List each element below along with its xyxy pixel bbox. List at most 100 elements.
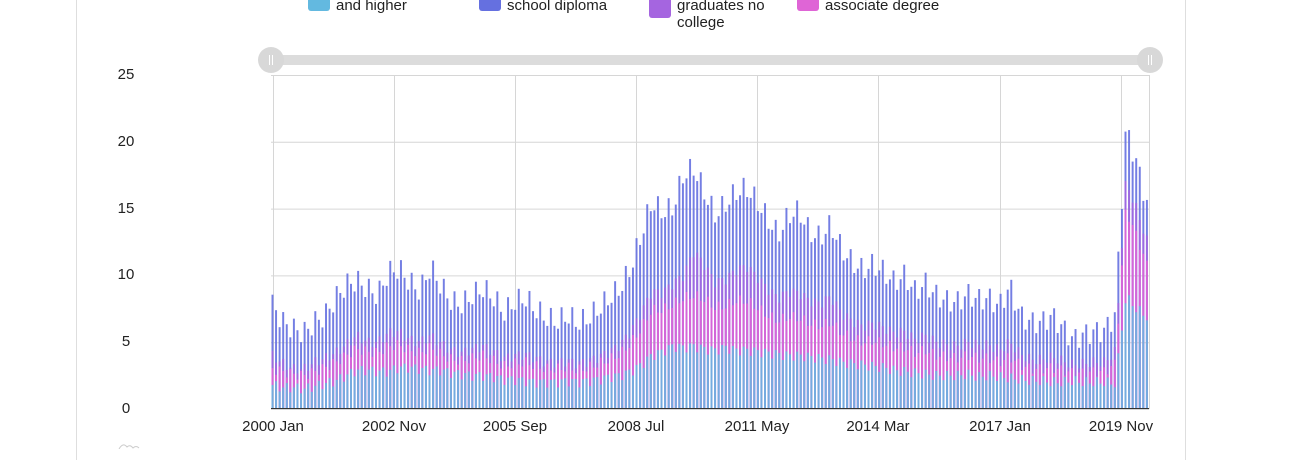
bar xyxy=(296,330,299,409)
bar xyxy=(842,361,845,409)
bar xyxy=(714,348,717,409)
bar xyxy=(392,365,395,409)
bar xyxy=(592,377,595,409)
range-start-handle-icon[interactable] xyxy=(258,47,284,73)
bar xyxy=(1045,382,1048,409)
bar xyxy=(938,375,941,409)
bar xyxy=(824,363,827,409)
bar xyxy=(610,382,613,409)
bar xyxy=(1099,383,1102,409)
bar xyxy=(642,368,645,409)
bar xyxy=(603,375,606,409)
bar xyxy=(524,357,527,409)
bar xyxy=(407,372,410,409)
legend-item[interactable]: and higher xyxy=(308,0,407,14)
bar xyxy=(838,357,841,409)
bar xyxy=(931,379,934,409)
bar xyxy=(528,379,531,409)
range-slider[interactable] xyxy=(258,47,1163,73)
bar xyxy=(339,374,342,409)
bar xyxy=(903,367,906,409)
bar xyxy=(492,382,495,409)
bar xyxy=(310,368,313,409)
bar xyxy=(335,379,338,409)
bar xyxy=(863,364,866,409)
bar xyxy=(1060,386,1063,409)
bar xyxy=(553,325,556,409)
bar xyxy=(888,374,891,409)
bar xyxy=(1024,380,1027,409)
bar xyxy=(796,351,799,409)
bar xyxy=(592,301,595,409)
bar xyxy=(703,346,706,409)
bar xyxy=(906,371,909,409)
bar xyxy=(1103,386,1106,409)
bar xyxy=(724,345,727,409)
legend-swatch-icon xyxy=(308,0,330,11)
bar xyxy=(721,344,724,409)
bar xyxy=(988,370,991,409)
bar xyxy=(717,354,720,409)
bar xyxy=(428,375,431,409)
bar xyxy=(399,366,402,409)
legend-item[interactable]: associate degree xyxy=(797,0,939,14)
bar xyxy=(1053,377,1056,409)
bar xyxy=(849,359,852,409)
bar xyxy=(667,345,670,409)
bar xyxy=(913,368,916,409)
bar xyxy=(589,361,592,409)
bar xyxy=(739,355,742,409)
x-tick-label: 2000 Jan xyxy=(242,418,304,435)
bar xyxy=(881,363,884,409)
bar xyxy=(539,301,542,409)
bar xyxy=(728,353,731,409)
bar xyxy=(1056,383,1059,409)
bar xyxy=(471,380,474,409)
bar xyxy=(414,364,417,409)
bar xyxy=(603,291,606,409)
bar xyxy=(1017,383,1020,409)
range-slider-track[interactable] xyxy=(272,55,1149,65)
range-end-handle-icon[interactable] xyxy=(1137,47,1163,73)
bar xyxy=(635,364,638,409)
bar xyxy=(457,370,460,409)
bar xyxy=(749,355,752,409)
bar xyxy=(1013,379,1016,409)
y-tick-label: 20 xyxy=(117,132,135,150)
bar xyxy=(606,374,609,409)
bar xyxy=(1031,375,1034,409)
legend-item[interactable]: school diploma xyxy=(479,0,607,14)
bar xyxy=(510,309,513,409)
bar xyxy=(317,380,320,409)
bar xyxy=(921,346,924,409)
bar xyxy=(1049,363,1052,409)
bar xyxy=(564,378,567,409)
bar xyxy=(696,352,699,409)
bar xyxy=(325,382,327,409)
bar xyxy=(981,376,984,409)
bar xyxy=(1006,353,1009,409)
bar xyxy=(285,324,288,409)
bar xyxy=(867,370,870,409)
bar xyxy=(560,307,563,409)
bar xyxy=(1021,374,1023,409)
bar xyxy=(557,363,559,409)
bar xyxy=(617,373,620,409)
bar xyxy=(681,345,684,409)
bar xyxy=(935,370,938,409)
bar xyxy=(1088,383,1091,409)
bar xyxy=(385,342,388,409)
bar xyxy=(532,311,535,409)
bar xyxy=(585,324,588,409)
legend-item[interactable]: graduates no college xyxy=(649,0,765,31)
bar xyxy=(828,355,831,409)
bar xyxy=(446,368,449,409)
legend-label: associate degree xyxy=(825,0,940,14)
legend-label: and higher xyxy=(336,0,407,14)
bar xyxy=(978,372,981,409)
bar xyxy=(1092,386,1095,409)
bar xyxy=(332,386,335,409)
bar xyxy=(692,344,695,409)
bar xyxy=(710,346,713,409)
bar xyxy=(442,369,445,409)
